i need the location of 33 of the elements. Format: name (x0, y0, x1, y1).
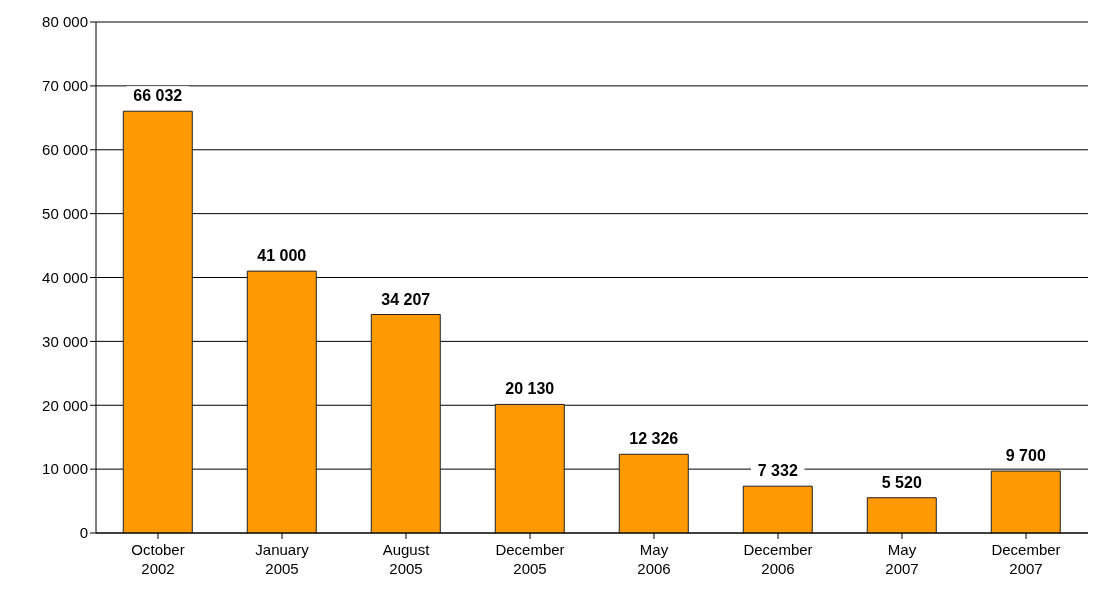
data-label: 66 032 (133, 87, 183, 105)
bar (618, 453, 689, 533)
x-tick-label: October 2002 (131, 541, 185, 577)
bar (866, 497, 937, 533)
x-tick-label: December 2007 (991, 541, 1061, 577)
data-label: 41 000 (257, 247, 307, 265)
y-tick-label: 50 000 (42, 204, 88, 222)
data-label: 9 700 (1005, 447, 1046, 465)
x-tick-label: December 2005 (495, 541, 565, 577)
x-tick-label: January 2005 (255, 541, 310, 577)
data-label: 34 207 (381, 290, 431, 308)
y-tick-label: 70 000 (42, 77, 88, 95)
y-tick-label: 80 000 (42, 13, 88, 31)
x-tick-label: December 2006 (743, 541, 813, 577)
x-tick-label: May 2006 (637, 541, 671, 577)
bar (370, 314, 441, 533)
bar (246, 270, 317, 533)
bar (122, 110, 193, 533)
y-tick-label: 10 000 (42, 460, 88, 478)
data-label: 5 520 (881, 473, 922, 491)
bar (494, 403, 565, 533)
y-tick-label: 40 000 (42, 268, 88, 286)
y-tick-label: 60 000 (42, 141, 88, 159)
bar (990, 470, 1061, 533)
data-label: 7 332 (757, 462, 798, 480)
x-tick-label: May 2007 (885, 541, 919, 577)
y-tick-label: 20 000 (42, 396, 88, 414)
y-tick-label: 0 (79, 524, 88, 542)
bar (742, 485, 813, 533)
x-tick-label: August 2005 (382, 541, 431, 577)
data-label: 20 130 (505, 380, 555, 398)
y-tick-label: 30 000 (42, 332, 88, 350)
data-label: 12 326 (629, 430, 679, 448)
